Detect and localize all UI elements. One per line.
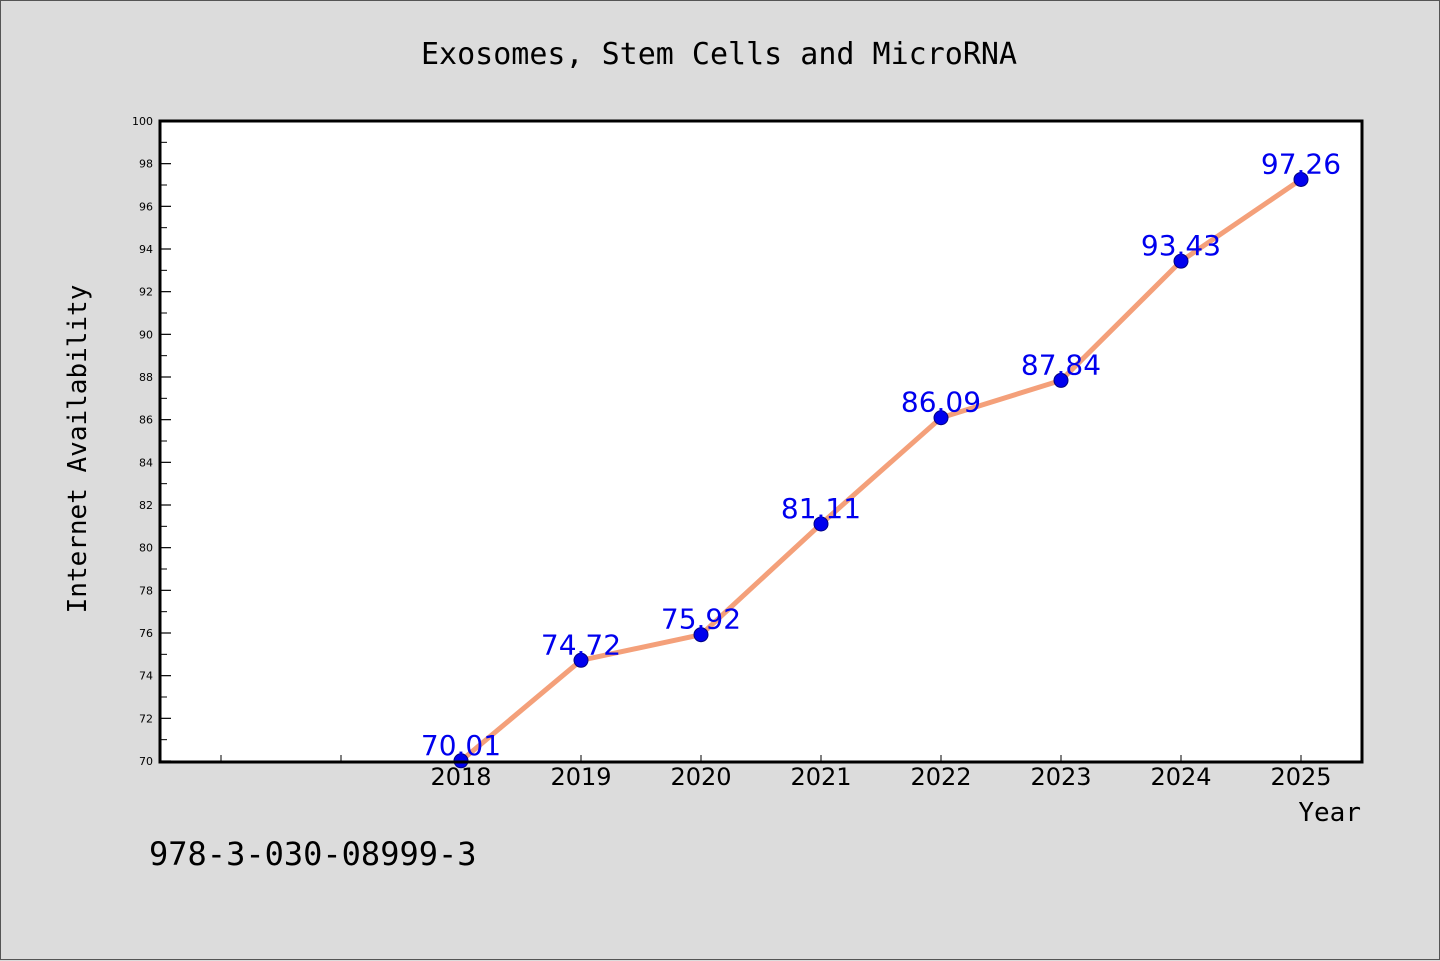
x-tick-label: 2024 <box>1150 763 1211 791</box>
y-axis-title: Internet Availability <box>63 285 93 614</box>
data-label: 75.92 <box>661 603 741 636</box>
data-point <box>1293 171 1309 187</box>
y-tick-label: 86 <box>139 414 153 427</box>
y-tick-label: 92 <box>139 286 153 299</box>
y-tick-label: 88 <box>139 371 153 384</box>
plot-area <box>160 121 1362 762</box>
y-tick-label: 78 <box>139 584 153 597</box>
y-tick-label: 90 <box>139 328 153 341</box>
data-point <box>1053 372 1069 388</box>
x-tick-label: 2019 <box>550 763 611 791</box>
data-label: 74.72 <box>541 628 621 661</box>
y-tick-label: 72 <box>139 712 153 725</box>
data-point <box>693 627 709 643</box>
y-tick-label: 84 <box>139 456 153 469</box>
x-axis: 2018 2019 2020 2021 2022 2023 2024 2025 <box>220 755 1332 791</box>
data-label: 70.01 <box>421 729 501 762</box>
y-tick-label: 82 <box>139 499 153 512</box>
y-tick-label: 94 <box>139 243 153 256</box>
y-tick-label: 76 <box>139 627 153 640</box>
y-tick-label: 100 <box>132 115 153 128</box>
data-labels: 70.01 74.72 75.92 81.11 86.09 87.84 93.43 97.26 <box>421 147 1341 761</box>
x-tick-label: 2023 <box>1030 763 1091 791</box>
y-tick-label: 96 <box>139 200 153 213</box>
x-tick-label: 2022 <box>910 763 971 791</box>
x-tick-label: 2025 <box>1270 763 1331 791</box>
data-label: 86.09 <box>901 386 981 419</box>
chart-title: Exosomes, Stem Cells and MicroRNA <box>421 37 1017 72</box>
x-tick-label: 2020 <box>670 763 731 791</box>
data-label: 97.26 <box>1261 147 1341 180</box>
data-label: 87.84 <box>1021 348 1101 381</box>
y-tick-label: 74 <box>139 670 153 683</box>
data-point <box>933 410 949 426</box>
x-tick-label: 2021 <box>790 763 851 791</box>
y-tick-label: 70 <box>139 755 153 768</box>
isbn-text: 978-3-030-08999-3 <box>149 835 477 873</box>
data-point <box>573 652 589 668</box>
series-line <box>458 176 1304 764</box>
x-axis-title: Year <box>1298 798 1361 828</box>
data-label: 81.11 <box>781 492 861 525</box>
y-tick-label: 80 <box>139 542 153 555</box>
plot-frame <box>158 119 1364 764</box>
data-label: 93.43 <box>1141 229 1221 262</box>
y-tick-label: 98 <box>139 158 153 171</box>
data-point <box>1173 253 1189 269</box>
y-axis: 70 72 74 76 78 80 82 84 86 88 90 92 94 96 98 100 <box>132 115 171 768</box>
data-point <box>813 516 829 532</box>
